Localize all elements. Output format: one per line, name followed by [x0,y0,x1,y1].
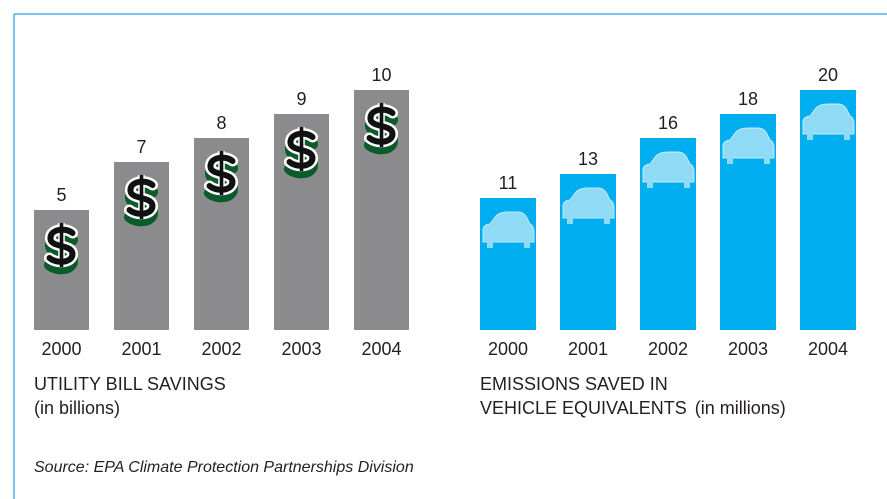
icon [722,127,775,164]
value-label: 20 [818,65,838,85]
car-wheel [567,216,573,224]
x-tick-label: 2003 [281,339,321,359]
car-icon [562,187,615,219]
value-label: 18 [738,89,758,109]
icon [364,103,399,155]
x-tick-label: 2003 [728,339,768,359]
car-wheel [844,132,850,140]
car-icon [802,103,855,135]
value-label: 13 [578,149,598,169]
icon [44,223,79,275]
car-wheel [524,240,530,248]
car-wheel [487,240,493,248]
icon [284,127,319,179]
x-tick-label: 2002 [648,339,688,359]
chart-title: UTILITY BILL SAVINGS [34,374,226,394]
car-wheel [764,156,770,164]
x-tick-label: 2001 [121,339,161,359]
value-label: 8 [216,113,226,133]
chart-title: EMISSIONS SAVED IN [480,374,668,394]
x-tick-label: 2000 [488,339,528,359]
x-tick-label: 2004 [808,339,848,359]
x-tick-label: 2001 [568,339,608,359]
icon [204,151,239,203]
car-wheel [807,132,813,140]
icon [124,175,159,227]
value-label: 11 [499,173,518,193]
x-tick-label: 2000 [41,339,81,359]
value-label: 9 [296,89,306,109]
car-wheel [684,180,690,188]
car-icon [642,151,695,183]
car-icon [482,211,535,243]
value-label: 5 [56,185,66,205]
car-wheel [647,180,653,188]
value-label: 7 [136,137,146,157]
chart-title: VEHICLE EQUIVALENTS [480,398,687,418]
chart-subtitle: (in millions) [695,398,786,418]
source: Source: EPA Climate Protection Partnersh… [34,459,414,476]
car-wheel [727,156,733,164]
x-tick-label: 2002 [201,339,241,359]
x-tick-label: 2004 [361,339,401,359]
icon [562,187,615,224]
chart-subtitle: (in billions) [34,398,120,418]
icon [482,211,535,248]
car-wheel [604,216,610,224]
value-label: 10 [371,65,391,85]
value-label: 16 [658,113,678,133]
car-icon [722,127,775,159]
icon [642,151,695,188]
icon [802,103,855,140]
